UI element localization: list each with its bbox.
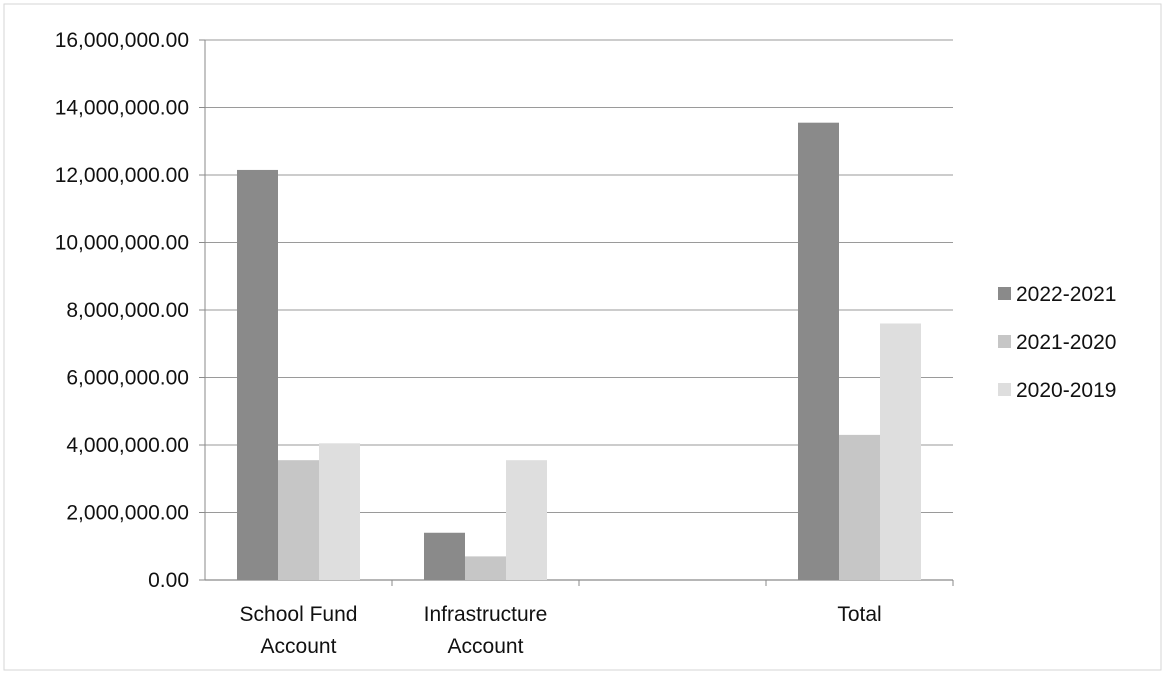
bar xyxy=(424,532,465,580)
bar xyxy=(798,122,839,580)
bar xyxy=(278,460,319,580)
y-tick-label: 10,000,000.00 xyxy=(55,232,189,255)
y-tick-label: 16,000,000.00 xyxy=(55,29,189,52)
y-tick-labels: 0.00 2,000,000.00 4,000,000.00 6,000,000.00… xyxy=(55,29,189,592)
legend-label: 2021-2020 xyxy=(1016,331,1116,354)
y-tick-label: 2,000,000.00 xyxy=(66,502,189,525)
bar xyxy=(880,323,921,580)
x-tick-label: Infrastructure xyxy=(424,603,548,626)
x-tick-label: Account xyxy=(448,635,524,658)
bar xyxy=(506,460,547,580)
x-tick-label: School Fund xyxy=(240,603,358,626)
legend-swatch xyxy=(998,287,1011,300)
legend: 2022-2021 2021-2020 2020-2019 xyxy=(998,283,1116,402)
x-tick-label: Total xyxy=(837,603,881,626)
bar xyxy=(237,169,278,580)
bar xyxy=(465,556,506,580)
chart-frame xyxy=(3,3,1162,671)
y-tick-label: 8,000,000.00 xyxy=(66,299,189,322)
y-tick-label: 0.00 xyxy=(148,569,189,592)
y-tick-label: 14,000,000.00 xyxy=(55,97,189,120)
legend-swatch xyxy=(998,383,1011,396)
legend-label: 2022-2021 xyxy=(1016,283,1116,306)
legend-swatch xyxy=(998,335,1011,348)
bars xyxy=(237,122,921,580)
y-tick-label: 4,000,000.00 xyxy=(66,434,189,457)
x-tick-label: Account xyxy=(261,635,337,658)
y-tick-label: 12,000,000.00 xyxy=(55,164,189,187)
x-tick-labels: School Fund Account Infrastructure Account T… xyxy=(240,603,882,658)
y-tick-label: 6,000,000.00 xyxy=(66,367,189,390)
bar xyxy=(839,434,880,580)
legend-label: 2020-2019 xyxy=(1016,379,1116,402)
bar xyxy=(319,443,360,580)
